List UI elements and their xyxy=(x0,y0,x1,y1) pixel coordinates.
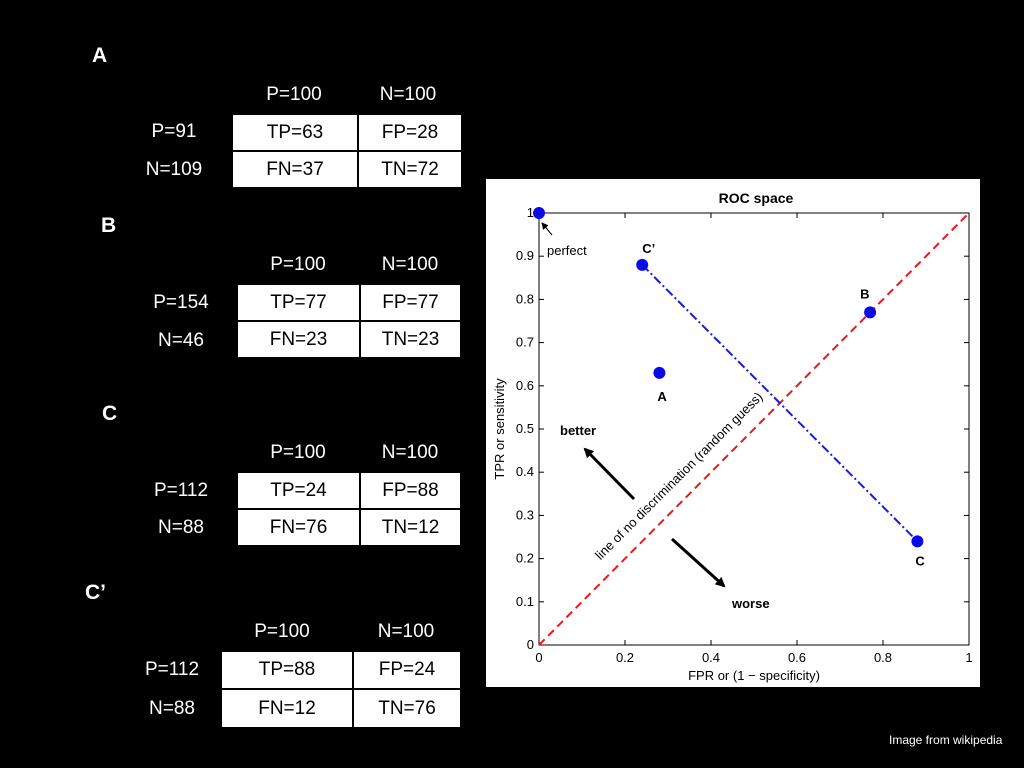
cell-fn: FN=23 xyxy=(236,320,361,359)
confusion-matrix-c-prime: TP=88 FP=24 FN=12 TN=76 xyxy=(220,650,462,729)
y-tick-label: 0.2 xyxy=(516,551,534,566)
x-tick-label: 0 xyxy=(535,650,542,665)
row-header-n: N=109 xyxy=(145,159,203,180)
section-label-c-prime: C’ xyxy=(85,581,106,604)
confusion-matrix-c: TP=24 FP=88 FN=76 TN=12 xyxy=(236,471,462,547)
row-header-p: P=154 xyxy=(153,292,209,313)
row-header-n: N=46 xyxy=(158,330,204,351)
cell-tp: TP=77 xyxy=(236,283,361,322)
col-header-p: P=100 xyxy=(270,442,326,463)
cell-fn: FN=37 xyxy=(231,150,359,189)
row-header-p: P=112 xyxy=(153,480,209,501)
y-tick-label: 0.1 xyxy=(516,594,534,609)
point-label: B xyxy=(860,286,869,301)
cell-fp: FP=77 xyxy=(359,283,462,322)
col-header-n: N=100 xyxy=(381,254,439,275)
better-arrow xyxy=(583,447,636,501)
y-axis-label: TPR or sensitivity xyxy=(492,378,507,480)
section-label-a: A xyxy=(92,44,108,67)
y-tick-label: 0.3 xyxy=(516,507,534,522)
cell-fn: FN=12 xyxy=(220,688,354,729)
diagonal-line-label: line of no discrimination (random guess) xyxy=(592,389,766,563)
cell-tn: TN=23 xyxy=(359,320,462,359)
roc-chart-panel: ROC space 0 0.2 0.4 0.6 0.8 1 0 0.1 0.2 0.3 0.4 0.5… xyxy=(486,179,980,687)
col-header-p: P=100 xyxy=(266,84,322,105)
col-header-p: P=100 xyxy=(254,621,310,642)
random-guess-line xyxy=(538,212,970,646)
cell-fp: FP=28 xyxy=(357,113,463,152)
perfect-pointer-arrow xyxy=(541,222,553,236)
cell-tn: TN=12 xyxy=(359,508,462,547)
y-tick-label: 0.5 xyxy=(516,421,534,436)
cell-fn: FN=76 xyxy=(236,508,361,547)
point-c-prime xyxy=(636,258,649,271)
chart-title: ROC space xyxy=(719,190,794,206)
cell-tp: TP=63 xyxy=(231,113,359,152)
cell-tp: TP=24 xyxy=(236,471,361,510)
col-header-n: N=100 xyxy=(379,84,437,105)
point-label: perfect xyxy=(547,243,587,258)
point-label: A xyxy=(657,389,667,404)
y-tick-label: 0.7 xyxy=(516,335,534,350)
axis-ticks: 0 0.2 0.4 0.6 0.8 1 0 0.1 0.2 0.3 0.4 0.5 0.6 0.7 0.8 0… xyxy=(516,205,973,665)
c-to-c-prime-line xyxy=(641,264,919,543)
col-header-n: N=100 xyxy=(381,442,439,463)
section-label-c: C xyxy=(102,402,118,425)
y-tick-label: 0.8 xyxy=(516,291,534,306)
series-lines xyxy=(538,212,970,646)
y-tick-label: 0.9 xyxy=(516,248,534,263)
x-tick-label: 0.4 xyxy=(702,650,720,665)
roc-chart: ROC space 0 0.2 0.4 0.6 0.8 1 0 0.1 0.2 0.3 0.4 0.5… xyxy=(492,190,973,683)
cell-fp: FP=88 xyxy=(359,471,462,510)
point-b xyxy=(864,306,877,319)
row-header-p: P=112 xyxy=(144,659,200,680)
x-tick-label: 0.8 xyxy=(874,650,892,665)
worse-label: worse xyxy=(731,596,770,611)
x-tick-label: 0.6 xyxy=(788,650,806,665)
section-label-b: B xyxy=(101,214,117,237)
col-header-n: N=100 xyxy=(377,621,435,642)
x-axis-label: FPR or (1 − specificity) xyxy=(688,668,820,683)
row-header-n: N=88 xyxy=(149,698,195,719)
image-credit: Image from wikipedia xyxy=(889,733,1003,747)
worse-arrow xyxy=(670,537,726,588)
cell-tn: TN=72 xyxy=(357,150,463,189)
y-tick-label: 0.4 xyxy=(516,464,534,479)
point-a xyxy=(653,366,666,379)
row-header-n: N=88 xyxy=(158,517,204,538)
y-tick-label: 1 xyxy=(527,205,534,220)
cell-fp: FP=24 xyxy=(352,650,462,690)
x-tick-label: 0.2 xyxy=(616,650,634,665)
row-header-p: P=91 xyxy=(151,121,197,142)
better-label: better xyxy=(560,423,596,438)
y-tick-label: 0 xyxy=(527,637,534,652)
point-label: C’ xyxy=(642,241,655,256)
cell-tp: TP=88 xyxy=(220,650,354,690)
point-label: C xyxy=(915,553,925,568)
confusion-matrix-b: TP=77 FP=77 FN=23 TN=23 xyxy=(236,283,462,359)
point-c xyxy=(911,535,924,548)
data-points: perfect A B C C’ xyxy=(533,207,925,568)
cell-tn: TN=76 xyxy=(352,688,462,729)
col-header-p: P=100 xyxy=(270,254,326,275)
point-perfect xyxy=(533,207,545,219)
y-tick-label: 0.6 xyxy=(516,378,534,393)
x-tick-label: 1 xyxy=(965,650,972,665)
confusion-matrix-a: TP=63 FP=28 FN=37 TN=72 xyxy=(231,113,463,189)
